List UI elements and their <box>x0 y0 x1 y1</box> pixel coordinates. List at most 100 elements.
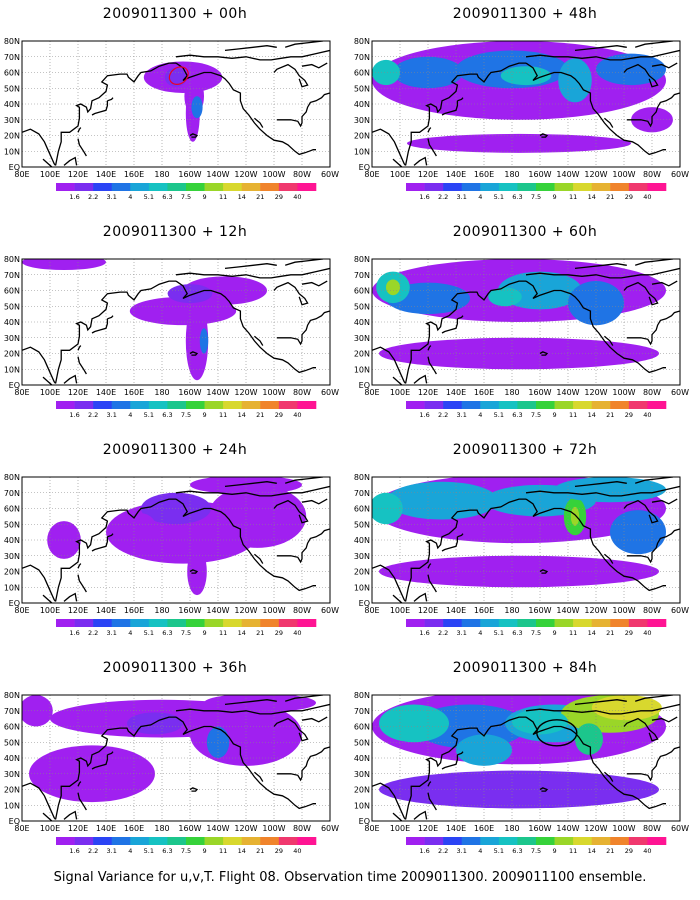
colorbar-label: 7.5 <box>531 411 541 419</box>
lat-tick-label: 20N <box>354 786 370 795</box>
coastline <box>63 592 78 602</box>
lon-tick-label: 100W <box>262 388 285 397</box>
colorbar-swatch <box>56 401 75 409</box>
coastline <box>626 92 680 128</box>
colorbar-label: 4 <box>478 629 482 637</box>
lat-tick-label: 10N <box>4 365 20 374</box>
colorbar-label: 21 <box>606 847 614 855</box>
colorbar-label: 14 <box>588 629 596 637</box>
coastline <box>189 351 199 356</box>
panel-title: 2009011300 + 36h <box>102 660 248 676</box>
lat-tick-label: 40N <box>4 536 20 545</box>
colorbar-swatch <box>93 183 113 191</box>
variance-contour <box>575 723 603 755</box>
lon-tick-label: 140W <box>556 606 579 615</box>
lon-tick-label: 100E <box>40 606 60 615</box>
lon-tick-label: 100E <box>390 170 410 179</box>
variance-contour <box>185 301 209 381</box>
lat-tick-label: 50N <box>354 302 370 311</box>
lat-tick-label: 10N <box>354 147 370 156</box>
coastline <box>404 498 526 602</box>
lon-tick-label: 100W <box>262 824 285 833</box>
panel-chart: EQ 10N 20N 30N 40N 50N 60N 70N 80N 80E 100E 120E 140… <box>354 255 689 419</box>
lon-tick-label: 180 <box>504 606 519 615</box>
coastline <box>603 771 614 782</box>
coastline <box>175 280 316 374</box>
coastline <box>539 351 549 356</box>
lon-tick-label: 120W <box>234 824 257 833</box>
coastlines <box>372 477 680 603</box>
colorbar-swatch <box>424 183 444 191</box>
coastline <box>301 498 328 505</box>
colorbar-swatch <box>278 837 298 845</box>
coastline <box>427 781 432 787</box>
lon-tick-label: 100E <box>40 824 60 833</box>
lon-tick-label: 160E <box>474 170 494 179</box>
lon-tick-label: 60W <box>671 824 689 833</box>
variance-field <box>372 477 666 588</box>
lat-tick-label: 20N <box>4 350 20 359</box>
colorbar-label: 40 <box>643 193 651 201</box>
lon-tick-label: 140E <box>446 170 466 179</box>
coastline <box>63 156 78 166</box>
colorbar-label: 3.1 <box>107 193 117 201</box>
colorbar-swatch <box>56 183 75 191</box>
lon-tick-label: 80W <box>293 388 311 397</box>
coastline <box>525 267 680 279</box>
coastline <box>404 716 526 820</box>
panel-chart: EQ 10N 20N 30N 40N 50N 60N 70N 80N 80E 100E 120E 140… <box>4 255 339 419</box>
forecast-panel: EQ 10N 20N 30N 40N 50N 60N 70N 80N 80E 100E 120E 140… <box>0 0 350 225</box>
flight-track <box>168 66 189 85</box>
coastline <box>189 787 199 792</box>
coastline <box>539 133 549 138</box>
colorbar-label: 40 <box>643 411 651 419</box>
colorbar-swatch <box>498 401 518 409</box>
colorbar-swatch <box>260 619 280 627</box>
colorbar-label: 11 <box>219 847 227 855</box>
variance-contour <box>129 296 237 326</box>
panel-chart: EQ 10N 20N 30N 40N 50N 60N 70N 80N 80E 100E 120E 140… <box>4 37 339 201</box>
colorbar-swatch <box>111 619 131 627</box>
colorbar-label: 3.1 <box>457 629 467 637</box>
lat-tick-label: 40N <box>354 754 370 763</box>
lon-tick-label: 180 <box>154 606 169 615</box>
colorbar-swatch <box>517 619 537 627</box>
coastline <box>457 533 464 538</box>
lat-tick-label: 50N <box>4 520 20 529</box>
colorbar-swatch <box>480 401 500 409</box>
colorbar-label: 2.2 <box>438 629 448 637</box>
lat-tick-label: 60N <box>354 287 370 296</box>
coastline <box>525 485 680 497</box>
grid-lines <box>372 259 680 385</box>
coastline <box>77 345 82 351</box>
colorbar-label: 5.1 <box>494 411 504 419</box>
plot-frame <box>371 476 681 604</box>
coastline <box>441 100 459 116</box>
colorbar-swatch <box>74 619 94 627</box>
lat-tick-label: 10N <box>4 147 20 156</box>
coastline <box>441 754 459 770</box>
grid-lines <box>22 41 330 167</box>
coastline <box>273 499 309 524</box>
lon-tick-label: 180 <box>504 824 519 833</box>
panel-chart: EQ 10N 20N 30N 40N 50N 60N 70N 80N 80E 100E 120E 140… <box>354 691 689 855</box>
coastline <box>525 703 680 715</box>
coastline <box>372 782 407 820</box>
lon-tick-label: 160W <box>528 170 551 179</box>
colorbar-label: 14 <box>238 193 246 201</box>
lat-tick-label: 70N <box>4 53 20 62</box>
lon-tick-label: 100E <box>390 606 410 615</box>
colorbar-swatch <box>278 619 298 627</box>
lat-tick-label: 70N <box>354 271 370 280</box>
coastline <box>276 528 330 564</box>
lon-tick-label: 180 <box>154 170 169 179</box>
colorbar-swatch <box>111 401 131 409</box>
colorbar-swatch <box>223 619 243 627</box>
colorbar-label: 7.5 <box>181 411 191 419</box>
lat-tick-label: 70N <box>4 271 20 280</box>
coastline <box>22 346 57 384</box>
lon-tick-label: 160E <box>124 388 144 397</box>
colorbar-label: 2.2 <box>88 629 98 637</box>
coastline <box>404 280 526 384</box>
colorbar-swatch <box>223 837 243 845</box>
